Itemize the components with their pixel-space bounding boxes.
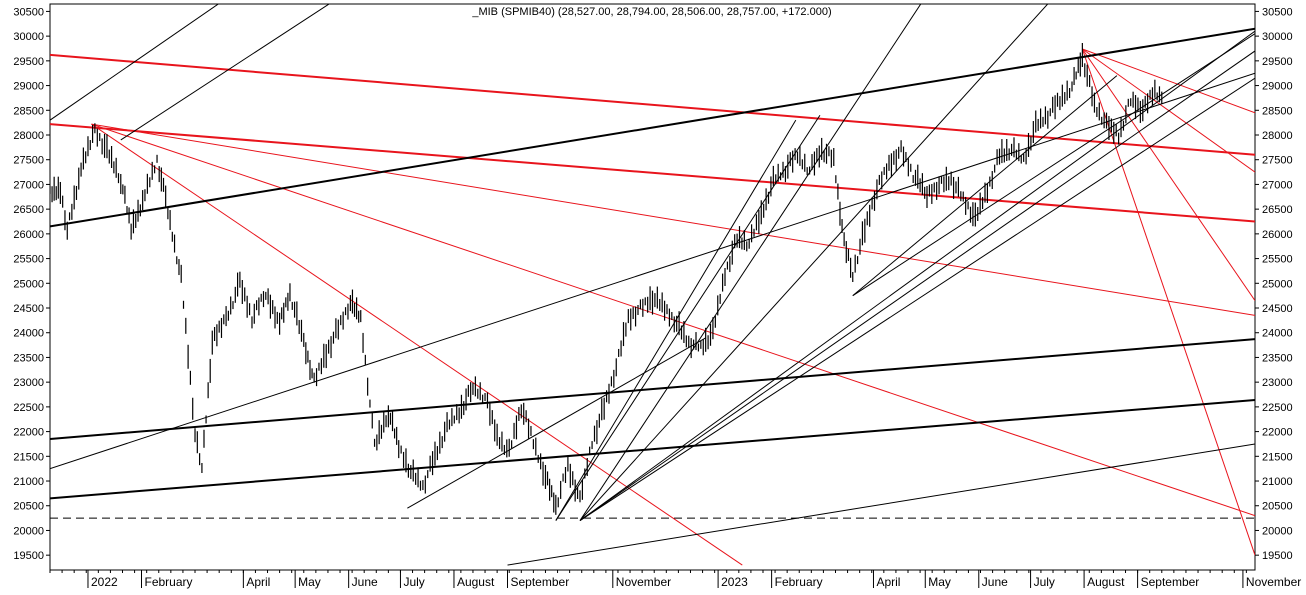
x-tick-label: June [982,575,1008,589]
black-trendline [50,4,220,121]
y-tick-label-left: 20500 [13,501,44,513]
y-tick-label-right: 23000 [1262,377,1293,389]
y-tick-label-right: 19500 [1262,550,1293,562]
y-tick-label-left: 30000 [13,31,44,43]
y-tick-label-right: 26500 [1262,204,1293,216]
x-tick-label: July [403,575,424,589]
x-tick-label: February [144,575,192,589]
black-trendline [507,443,1255,566]
black-trendline [555,119,797,521]
y-tick-label-left: 25500 [13,254,44,266]
x-tick-label: May [928,575,951,589]
red-trendline [1081,48,1255,301]
x-tick-label: November [616,575,671,589]
x-tick-label: February [775,575,823,589]
y-tick-label-right: 25500 [1262,254,1293,266]
y-tick-label-left: 22000 [13,427,44,439]
y-tick-label-left: 21500 [13,451,44,463]
y-tick-label-left: 29000 [13,81,44,93]
black-trendline [50,338,1255,441]
red-trendline [1082,48,1255,114]
x-tick-label: August [1087,575,1125,589]
y-tick-label-left: 24500 [13,303,44,315]
y-tick-label-left: 23000 [13,377,44,389]
red-trendline [91,123,1255,316]
x-tick-label: August [457,575,495,589]
black-trendline [579,4,922,521]
y-tick-label-left: 28500 [13,105,44,117]
x-tick-label: June [352,575,378,589]
x-tick-label: September [510,575,569,589]
y-tick-label-left: 21000 [13,476,44,488]
y-tick-label-left: 29500 [13,56,44,68]
y-tick-label-right: 24000 [1262,328,1293,340]
black-trendline [50,27,1255,228]
black-trendline [50,398,1255,500]
x-tick-label: April [876,575,900,589]
x-tick-label: May [298,575,321,589]
black-trendline [579,77,1255,521]
x-tick-label: 2022 [91,575,118,589]
y-tick-label-left: 30500 [13,6,44,18]
x-tick-label: April [246,575,270,589]
y-tick-label-left: 23500 [13,352,44,364]
y-tick-label-right: 27500 [1262,155,1293,167]
black-trendline [579,4,1049,521]
y-tick-label-right: 21500 [1262,451,1293,463]
red-trendline [91,123,743,566]
y-tick-label-left: 24000 [13,328,44,340]
y-tick-label-left: 22500 [13,402,44,414]
y-tick-label-right: 24500 [1262,303,1293,315]
y-tick-label-right: 30000 [1262,31,1293,43]
black-trendline [852,33,1255,297]
y-tick-label-right: 30500 [1262,6,1293,18]
y-tick-label-left: 20000 [13,525,44,537]
y-tick-label-right: 20000 [1262,525,1293,537]
y-tick-label-right: 20500 [1262,501,1293,513]
y-tick-label-right: 22500 [1262,402,1293,414]
x-tick-label: September [1141,575,1200,589]
red-trendline [1081,48,1255,556]
y-tick-label-right: 21000 [1262,476,1293,488]
y-tick-label-right: 28000 [1262,130,1293,142]
y-tick-label-left: 25000 [13,278,44,290]
red-trendline [91,123,1255,517]
chart-title: _MIB (SPMIB40) (28,527.00, 28,794.00, 28… [471,6,831,18]
x-tick-label: July [1034,575,1055,589]
y-tick-label-left: 27500 [13,155,44,167]
y-tick-label-left: 26500 [13,204,44,216]
y-tick-label-left: 27000 [13,179,44,191]
y-tick-label-right: 22000 [1262,427,1293,439]
plot-area [49,3,1256,571]
y-tick-label-right: 29000 [1262,81,1293,93]
x-tick-label: November [1246,575,1301,589]
y-tick-label-right: 23500 [1262,352,1293,364]
y-tick-label-right: 25000 [1262,278,1293,290]
red-trendline [50,123,1255,223]
y-tick-label-right: 29500 [1262,56,1293,68]
black-trendline [579,50,1255,521]
y-tick-label-left: 19500 [13,550,44,562]
y-tick-label-right: 28500 [1262,105,1293,117]
y-tick-label-right: 27000 [1262,179,1293,191]
red-trendline [50,53,1255,156]
y-tick-label-left: 28000 [13,130,44,142]
y-tick-label-left: 26000 [13,229,44,241]
x-tick-label: 2023 [721,575,748,589]
black-trendline [120,4,330,141]
y-tick-label-right: 26000 [1262,229,1293,241]
black-trendline [50,72,1255,470]
